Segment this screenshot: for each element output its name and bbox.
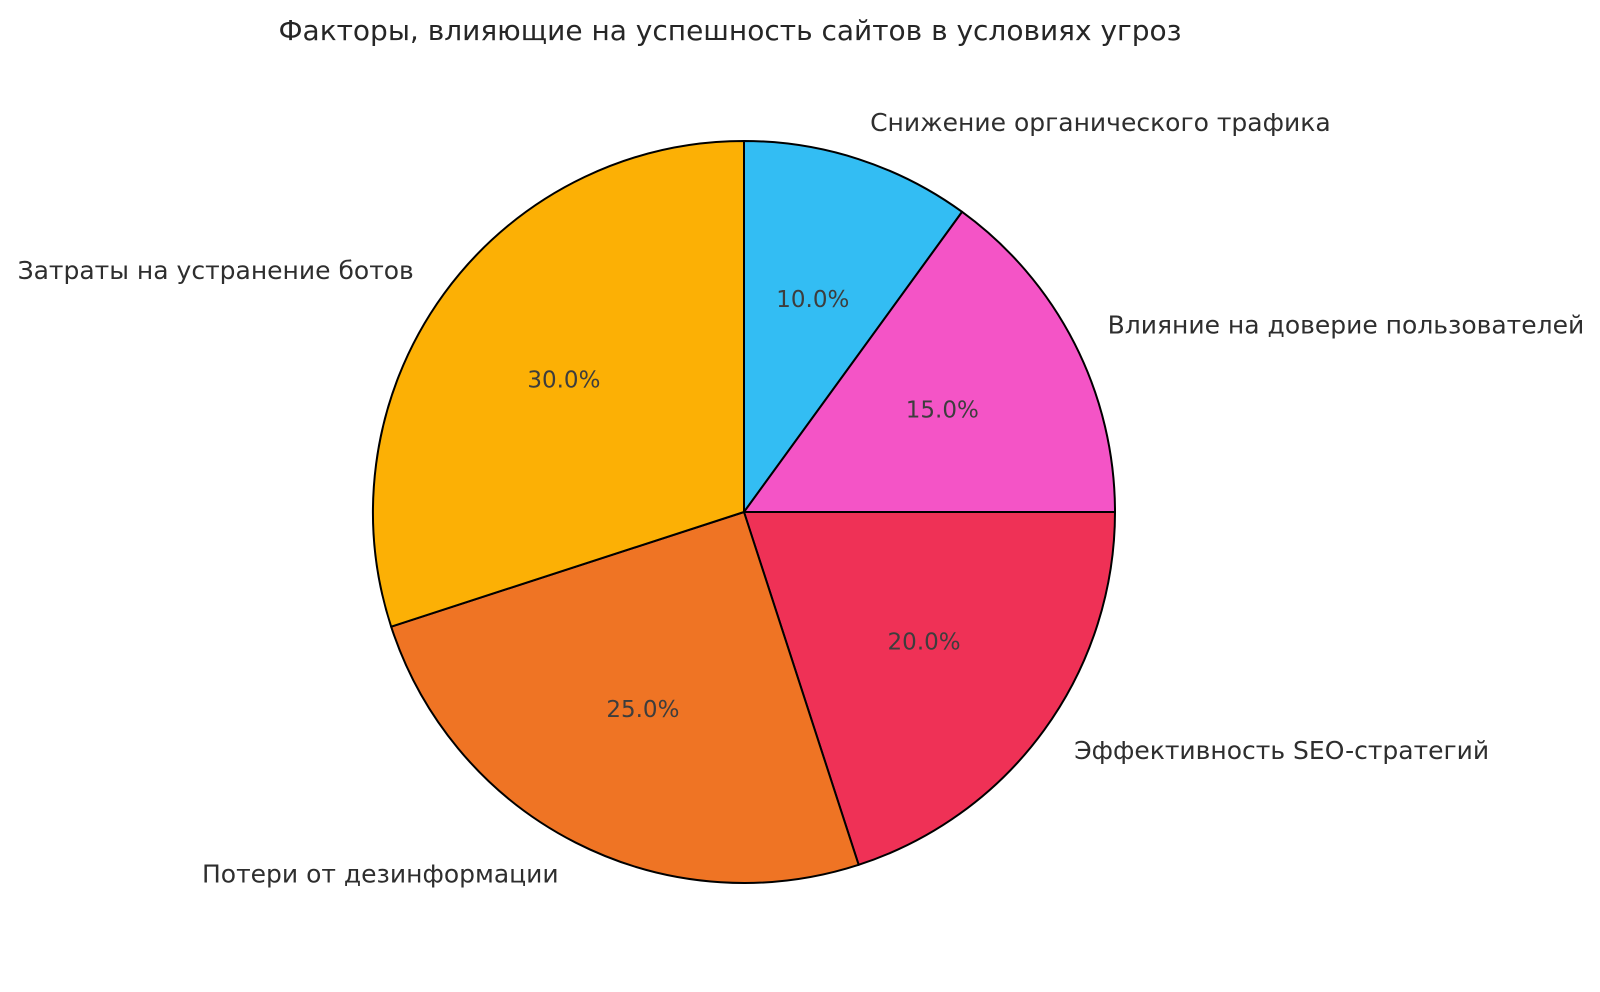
pie-slice-pct-0: 10.0% — [776, 287, 849, 313]
pie-slice-name-4: Затраты на устранение ботов — [18, 256, 414, 285]
pie-slice-3 — [390, 511, 860, 884]
pie-slice-2 — [743, 511, 1116, 866]
pie-slice-name-2: Эффективность SEO-стратегий — [1074, 736, 1489, 765]
pie-layer: 10.0% Снижение органического трафика 15.0%… — [18, 108, 1585, 889]
chart-title: Факторы, влияющие на успешность сайтов в… — [278, 14, 1181, 47]
pie-slice-name-3: Потери от дезинформации — [202, 860, 559, 889]
pie-slice-0 — [743, 140, 964, 513]
pie-slice-pct-1: 15.0% — [906, 397, 979, 423]
pie-slice-pct-2: 20.0% — [888, 629, 961, 655]
pie-slice-4 — [372, 140, 745, 628]
pie-slice-name-1: Влияние на доверие пользователей — [1108, 311, 1585, 340]
pie-slice-pct-3: 25.0% — [606, 697, 679, 723]
pie-slice-pct-4: 30.0% — [527, 368, 600, 394]
pie-slice-1 — [743, 210, 1116, 513]
pie-slice-name-0: Снижение органического трафика — [870, 108, 1331, 137]
